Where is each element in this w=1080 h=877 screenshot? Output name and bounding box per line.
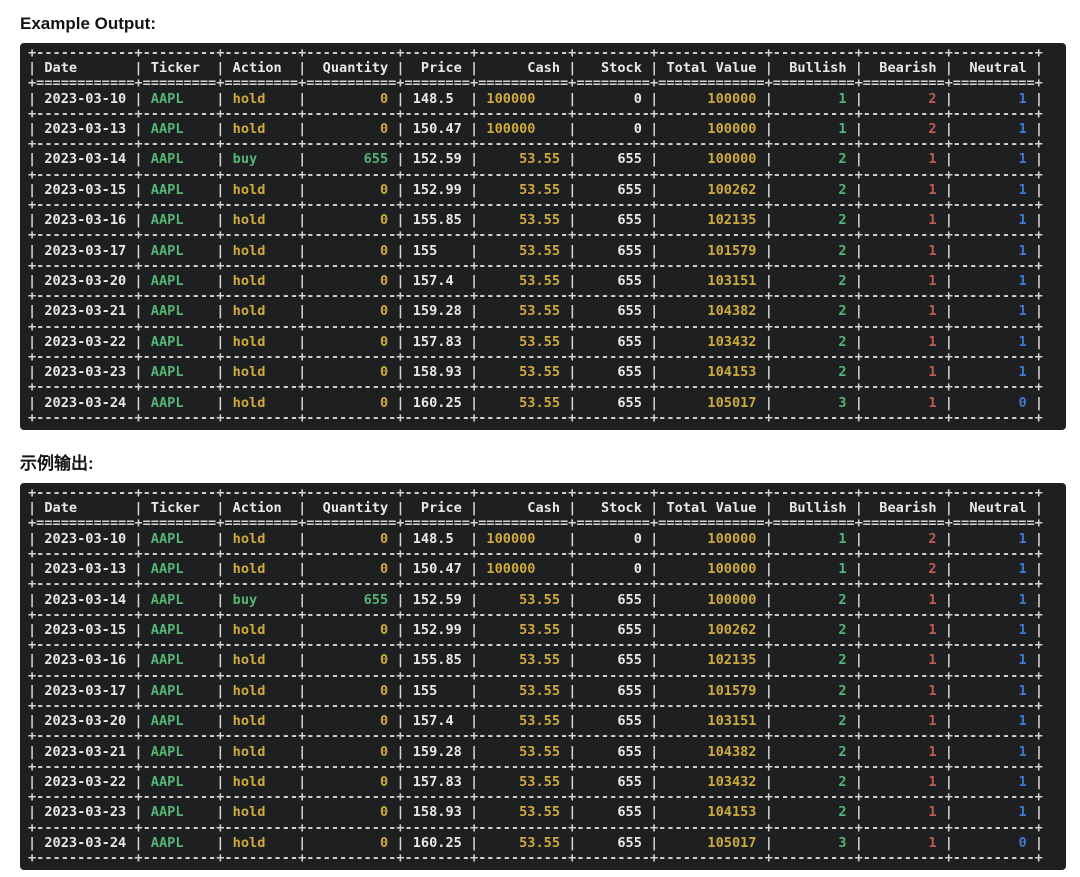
section-example-output-zh: 示例输出: +------------+---------+---------+… <box>20 453 1066 871</box>
trading-log-table: +------------+---------+---------+------… <box>28 45 1044 426</box>
terminal-output-panel: +------------+---------+---------+------… <box>20 483 1066 871</box>
section-example-output-en: Example Output: +------------+---------+… <box>20 13 1066 431</box>
terminal-output-panel: +------------+---------+---------+------… <box>20 43 1066 431</box>
section-heading-en: Example Output: <box>20 14 157 33</box>
trading-log-table: +------------+---------+---------+------… <box>28 485 1044 866</box>
section-heading-zh: 示例输出: <box>20 454 94 474</box>
